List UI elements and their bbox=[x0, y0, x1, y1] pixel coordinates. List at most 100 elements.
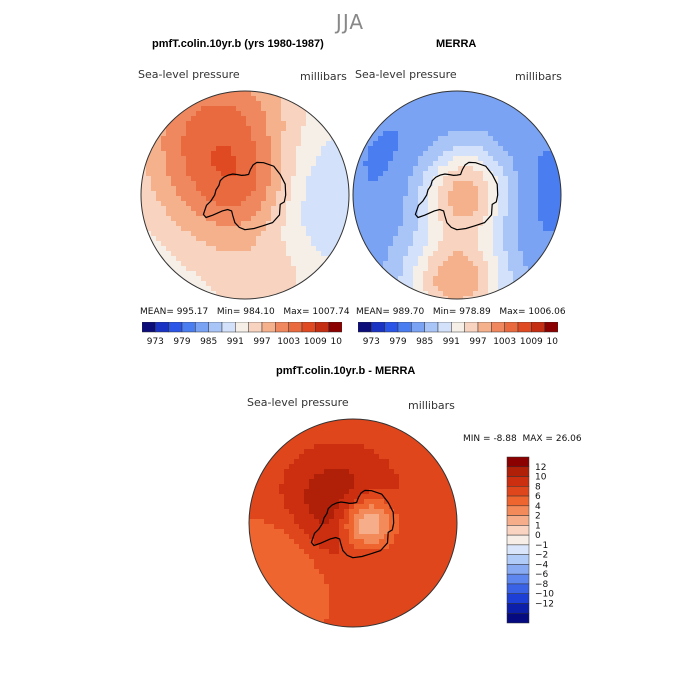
panel2-mean-value: 989.70 bbox=[392, 307, 425, 317]
map-border bbox=[248, 418, 458, 628]
colorbar-swatch bbox=[424, 322, 439, 333]
colorbar-tick: −8 bbox=[535, 580, 549, 590]
colorbar-swatch bbox=[506, 612, 530, 624]
colorbar-swatch bbox=[275, 322, 289, 333]
panel2-max-label: Max= bbox=[499, 307, 526, 317]
panel1-colorbar: 973 979 985 991 997 1003 1009 1015 bbox=[142, 322, 342, 346]
panel2-units-label: millibars bbox=[515, 70, 562, 83]
colorbar-swatch bbox=[531, 322, 545, 333]
map-field bbox=[353, 91, 561, 299]
panel1-max-value: 1007.74 bbox=[312, 307, 350, 317]
colorbar-tick: 1015 bbox=[547, 337, 558, 346]
panel1-units-label: millibars bbox=[300, 70, 347, 83]
colorbar-tick: 991 bbox=[443, 337, 460, 346]
colorbar-tick: −10 bbox=[535, 590, 554, 600]
colorbar-swatch bbox=[506, 603, 530, 614]
panel3-min-value: -8.88 bbox=[493, 434, 517, 444]
colorbar-tick: 1009 bbox=[520, 337, 543, 346]
colorbar-tick: 10 bbox=[535, 473, 547, 483]
panel1-min-label: Min= bbox=[216, 307, 241, 317]
colorbar-tick: 985 bbox=[416, 337, 433, 346]
colorbar-swatch bbox=[506, 534, 530, 546]
colorbar-swatch bbox=[477, 322, 492, 333]
coastline bbox=[310, 489, 395, 559]
colorbar-swatch bbox=[451, 322, 465, 333]
colorbar-swatch bbox=[506, 564, 530, 575]
colorbar-swatch bbox=[506, 505, 530, 516]
colorbar-swatch bbox=[506, 554, 530, 565]
panel3-min-label: MIN = bbox=[463, 434, 491, 444]
colorbar-swatch bbox=[544, 322, 558, 333]
panel1-map bbox=[140, 90, 350, 300]
colorbar-swatch bbox=[506, 466, 530, 477]
panel2-map bbox=[352, 90, 562, 300]
colorbar-tick: 997 bbox=[469, 337, 486, 346]
colorbar-tick: 1 bbox=[535, 521, 541, 531]
colorbar-swatch bbox=[221, 322, 236, 333]
colorbar-tick: 973 bbox=[147, 337, 164, 346]
colorbar-swatch bbox=[506, 583, 530, 594]
colorbar-swatch bbox=[235, 322, 249, 333]
colorbar-swatch bbox=[358, 322, 372, 333]
colorbar-tick: 2 bbox=[535, 512, 541, 522]
panel2-min-value: 978.89 bbox=[459, 307, 491, 317]
colorbar-swatch bbox=[506, 573, 530, 585]
panel2-variable-label: Sea-level pressure bbox=[355, 68, 457, 81]
colorbar-swatch bbox=[517, 322, 532, 333]
panel3-title: pmfT.colin.10yr.b - MERRA bbox=[276, 365, 416, 377]
colorbar-swatch bbox=[491, 322, 505, 333]
panel1-title: pmfT.colin.10yr.b (yrs 1980-1987) bbox=[152, 38, 324, 50]
colorbar-tick: −12 bbox=[535, 599, 554, 609]
panel3-units-label: millibars bbox=[408, 399, 455, 412]
colorbar-tick: −6 bbox=[535, 570, 549, 580]
colorbar-tick: 12 bbox=[535, 463, 546, 473]
colorbar-swatch bbox=[371, 322, 385, 333]
panel1-mean-value: 995.17 bbox=[176, 307, 209, 317]
panel2-colorbar: 973 979 985 991 997 1003 1009 1015 bbox=[358, 322, 558, 346]
colorbar-swatch bbox=[411, 322, 425, 333]
colorbar-swatch bbox=[208, 322, 223, 333]
coastline bbox=[414, 161, 499, 231]
panel2-min-label: Min= bbox=[432, 307, 457, 317]
colorbar-swatch bbox=[437, 322, 452, 333]
colorbar-swatch bbox=[397, 322, 412, 333]
panel1-min-value: 984.10 bbox=[243, 307, 275, 317]
panel2-title: MERRA bbox=[436, 38, 477, 50]
colorbar-swatch bbox=[506, 456, 530, 468]
colorbar-swatch bbox=[506, 593, 530, 604]
colorbar-tick: 1009 bbox=[304, 337, 327, 346]
colorbar-tick: 973 bbox=[363, 337, 380, 346]
colorbar-tick: 979 bbox=[389, 337, 406, 346]
panel3-max-value: 26.06 bbox=[555, 434, 582, 444]
panel3-variable-label: Sea-level pressure bbox=[247, 396, 349, 409]
colorbar-tick: −4 bbox=[535, 560, 549, 570]
panel3-max-label: MAX = bbox=[522, 434, 553, 444]
colorbar-tick: −1 bbox=[535, 541, 548, 551]
colorbar-swatch bbox=[384, 322, 399, 333]
colorbar-swatch bbox=[155, 322, 169, 333]
panel1-max-label: Max= bbox=[283, 307, 310, 317]
colorbar-tick: 1003 bbox=[277, 337, 300, 346]
map-border bbox=[352, 90, 562, 300]
colorbar-swatch bbox=[288, 322, 303, 333]
colorbar-swatch bbox=[506, 544, 530, 555]
panel1-variable-label: Sea-level pressure bbox=[138, 68, 240, 81]
map-border bbox=[140, 90, 350, 300]
colorbar-tick: 6 bbox=[535, 492, 541, 502]
colorbar-tick: 8 bbox=[535, 482, 541, 492]
colorbar-swatch bbox=[261, 322, 276, 333]
colorbar-swatch bbox=[506, 495, 530, 507]
colorbar-swatch bbox=[506, 476, 530, 487]
colorbar-tick: 997 bbox=[253, 337, 270, 346]
season-title: JJA bbox=[335, 10, 365, 34]
colorbar-swatch bbox=[181, 322, 196, 333]
colorbar-swatch bbox=[195, 322, 209, 333]
coastline bbox=[202, 161, 287, 231]
colorbar-tick: 1003 bbox=[493, 337, 516, 346]
colorbar-swatch bbox=[506, 486, 530, 497]
colorbar-tick: −2 bbox=[535, 551, 548, 561]
colorbar-swatch bbox=[504, 322, 519, 333]
colorbar-swatch bbox=[315, 322, 329, 333]
panel1-mean-label: MEAN= bbox=[140, 307, 174, 317]
panel2-max-value: 1006.06 bbox=[528, 307, 566, 317]
